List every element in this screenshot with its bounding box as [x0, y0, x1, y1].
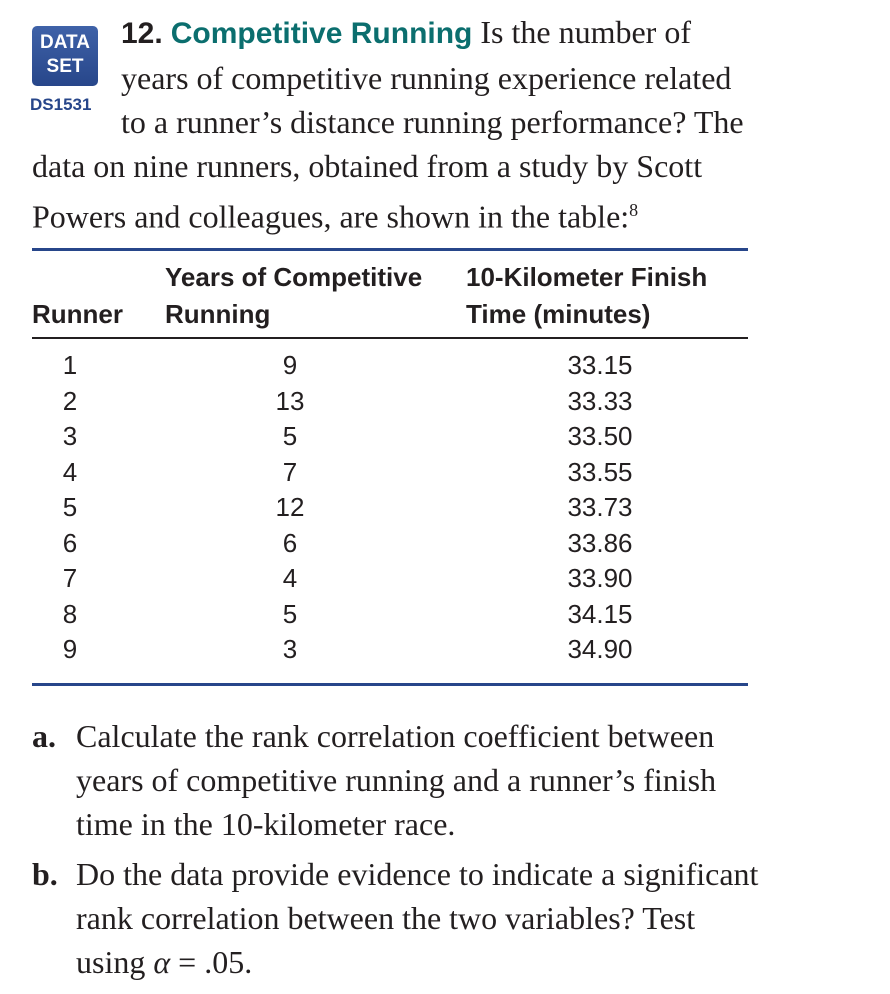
table-header-rule: [32, 337, 748, 339]
data-set-badge: DATA SET: [32, 26, 98, 86]
header-years-line1: Years of Competitive: [165, 262, 423, 292]
header-time-line2: Time (minutes): [466, 299, 651, 329]
cell-runner: 2: [62, 385, 78, 416]
cell-runner: 1: [62, 350, 78, 380]
problem-line-5: Powers and colleagues, are shown in the …: [32, 198, 630, 235]
header-years-line2: Running: [165, 299, 271, 329]
badge-line2: SET: [46, 56, 84, 77]
cell-time: 33.73: [567, 492, 633, 522]
badge-line1: DATA: [40, 32, 90, 53]
cell-years: 12: [275, 492, 305, 522]
dataset-id: DS1531: [30, 95, 92, 114]
header-time-line1: 10-Kilometer Finish: [466, 262, 708, 292]
header-runner: Runner: [32, 299, 123, 329]
cell-runner: 7: [62, 563, 78, 593]
cell-time: 33.86: [567, 527, 633, 558]
alpha-symbol: α: [153, 944, 171, 980]
cell-time: 33.55: [567, 456, 633, 487]
alpha-value: = .05.: [170, 944, 253, 980]
cell-time: 33.90: [567, 563, 633, 593]
cell-time: 33.15: [567, 350, 633, 380]
part-a-label: a.: [32, 718, 56, 754]
part-b-line-3-text: using: [76, 944, 146, 980]
cell-years: 6: [282, 527, 298, 558]
part-b-line-1: Do the data provide evidence to indicate…: [76, 856, 759, 892]
table-top-rule: [32, 248, 748, 251]
problem-line-3: to a runner’s distance running performan…: [121, 104, 744, 140]
cell-time: 33.33: [567, 385, 633, 416]
cell-runner: 4: [62, 456, 78, 487]
footnote-marker: 8: [629, 200, 639, 220]
cell-years: 3: [282, 634, 298, 664]
problem-first-line: 12. Competitive Running Is the number of: [32, 10, 832, 56]
cell-time: 33.50: [567, 421, 633, 451]
part-a-line-3: time in the 10-kilometer race.: [76, 806, 456, 842]
cell-years: 9: [282, 350, 298, 380]
part-a: a. Calculate the rank correlation coeffi…: [32, 714, 852, 846]
part-b-label: b.: [32, 856, 58, 892]
cell-years: 13: [275, 385, 305, 416]
problem-line-1: Is the number of: [480, 14, 691, 50]
cell-years: 7: [282, 456, 298, 487]
cell-years: 4: [282, 563, 298, 593]
table-bottom-rule: [32, 683, 748, 686]
cell-runner: 8: [62, 598, 78, 629]
problem-title: Competitive Running: [170, 17, 473, 50]
problem-line-5-wrap: Powers and colleagues, are shown in the …: [32, 188, 832, 239]
cell-time: 34.15: [567, 598, 633, 629]
part-b: b. Do the data provide evidence to indic…: [32, 852, 852, 984]
problem-number: 12.: [121, 17, 163, 50]
cell-runner: 5: [62, 492, 78, 522]
cell-runner: 3: [62, 421, 78, 451]
cell-years: 5: [282, 421, 298, 451]
part-b-line-2: rank correlation between the two variabl…: [76, 900, 696, 936]
cell-years: 5: [282, 598, 298, 629]
part-a-line-2: years of competitive running and a runne…: [76, 762, 717, 798]
problem-statement: 12. Competitive Running Is the number of…: [32, 10, 832, 239]
cell-runner: 6: [62, 527, 78, 558]
problem-line-2: years of competitive running experience …: [121, 60, 732, 96]
cell-time: 34.90: [567, 634, 633, 664]
part-b-line-3: using α = .05.: [32, 940, 852, 984]
problem-line-4: data on nine runners, obtained from a st…: [32, 148, 703, 184]
part-a-line-1: Calculate the rank correlation coefficie…: [76, 718, 715, 754]
cell-runner: 9: [62, 634, 78, 664]
